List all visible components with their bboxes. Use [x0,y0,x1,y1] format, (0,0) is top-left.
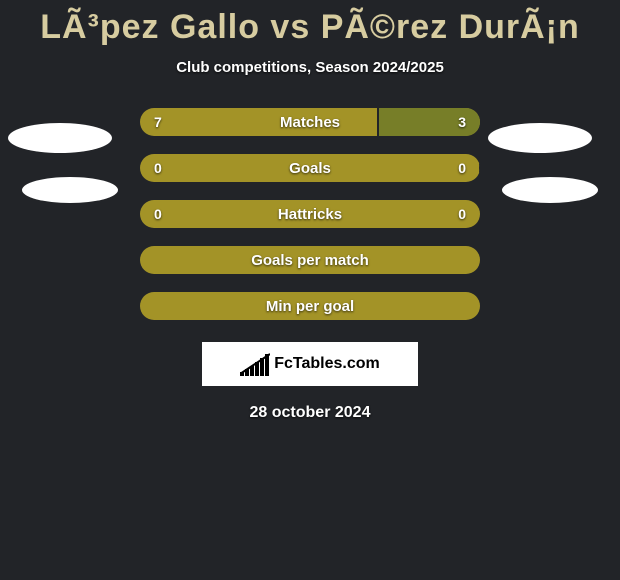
stat-bars: Matches73Goals00Hattricks00Goals per mat… [140,108,480,320]
logo-text: FcTables.com [274,355,380,373]
stat-row: Goals per match [140,246,480,274]
stat-right-value: 0 [458,206,466,222]
stat-left-value: 0 [154,206,162,222]
stat-label: Matches [140,114,480,131]
team-badge-left [22,177,118,203]
stat-row: Matches7 3 [140,108,480,136]
stat-right-value: 0 [458,160,466,176]
comparison-title: LÃ³pez Gallo vs PÃ©rez DurÃ¡n [0,0,620,47]
stat-label: Min per goal [140,298,480,315]
stat-left-value: 0 [154,160,162,176]
stat-row: Min per goal [140,292,480,320]
team-badge-right [502,177,598,203]
team-badge-left [8,123,112,153]
comparison-subtitle: Club competitions, Season 2024/2025 [0,59,620,76]
logo-box: FcTables.com [202,342,418,386]
bars-icon [240,352,270,376]
stat-label: Hattricks [140,206,480,223]
stat-right-value: 3 [458,114,466,130]
stat-label: Goals [140,160,480,177]
stat-label: Goals per match [140,252,480,269]
stat-row: Hattricks0 0 [140,200,480,228]
date-text: 28 october 2024 [0,404,620,422]
stat-left-value: 7 [154,114,162,130]
fctables-logo: FcTables.com [240,352,380,376]
stat-row: Goals0 0 [140,154,480,182]
team-badge-right [488,123,592,153]
